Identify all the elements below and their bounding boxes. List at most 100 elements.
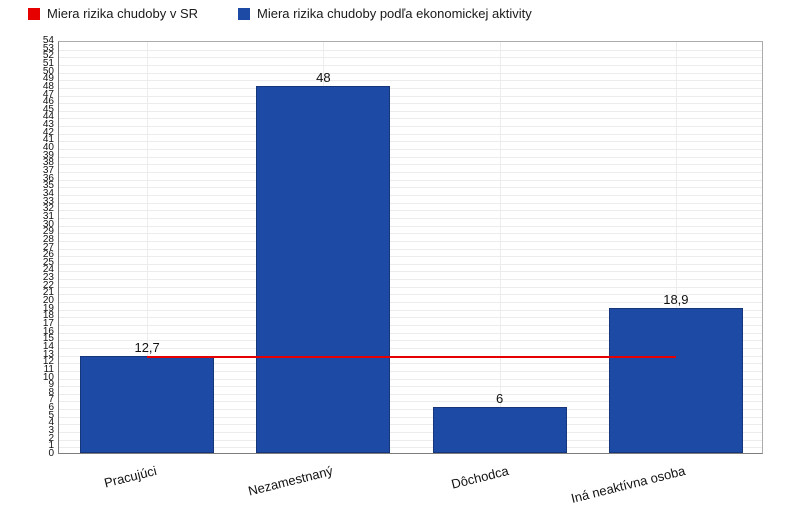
y-axis-tick-label: 9	[48, 379, 54, 391]
h-gridline	[59, 210, 762, 212]
y-axis-tick-label: 21	[42, 287, 54, 299]
h-gridline	[59, 309, 762, 311]
h-gridline	[59, 217, 762, 219]
y-axis-tick-label: 52	[42, 50, 54, 62]
h-gridline	[59, 95, 762, 97]
h-gridline	[59, 126, 762, 128]
h-gridline	[59, 378, 762, 380]
y-axis-tick-label: 27	[42, 241, 54, 253]
h-gridline	[59, 401, 762, 403]
h-gridline	[59, 72, 762, 74]
y-axis-tick-label: 16	[42, 325, 54, 337]
y-axis-tick-label: 54	[42, 35, 54, 46]
x-axis-label-1: Nezamestnaný	[246, 463, 335, 499]
h-gridline	[59, 286, 762, 288]
y-axis-tick-label: 42	[42, 126, 54, 138]
y-axis-tick-label: 20	[42, 295, 54, 307]
y-axis-tick-label: 23	[42, 272, 54, 284]
y-axis-tick-label: 30	[42, 218, 54, 230]
h-gridline	[59, 302, 762, 304]
y-axis-tick-label: 50	[42, 65, 54, 77]
y-axis-tick-label: 33	[42, 195, 54, 207]
bar-value-label-2: 6	[496, 391, 504, 407]
y-axis-tick-label: 24	[42, 264, 54, 276]
y-axis-tick-label: 41	[42, 134, 54, 146]
h-gridline	[59, 340, 762, 342]
legend-label-sr-line: Miera rizika chudoby v SR	[47, 6, 198, 21]
h-gridline	[59, 279, 762, 281]
y-axis-tick-label: 4	[48, 417, 54, 429]
v-gridline	[499, 42, 501, 453]
y-axis-tick-label: 3	[48, 425, 54, 437]
x-axis-label-2: Dôchodca	[449, 463, 511, 492]
y-axis-tick-label: 10	[42, 371, 54, 383]
h-gridline	[59, 256, 762, 258]
h-gridline	[59, 110, 762, 112]
h-gridline	[59, 141, 762, 143]
y-axis-tick-label: 22	[42, 279, 54, 291]
bar-value-label-3: 18,9	[663, 292, 689, 308]
h-gridline	[59, 409, 762, 411]
h-gridline	[59, 118, 762, 120]
h-gridline	[59, 324, 762, 326]
y-axis-tick-label: 45	[42, 103, 54, 115]
y-axis-tick-label: 12	[42, 356, 54, 368]
legend-item-sr-line: Miera rizika chudoby v SR	[28, 6, 198, 21]
y-axis-tick-label: 17	[42, 317, 54, 329]
v-gridline	[675, 42, 677, 453]
y-axis-tick-label: 28	[42, 233, 54, 245]
plot-area: 12,7 48 6 18,9	[58, 41, 763, 454]
y-axis-tick-label: 38	[42, 157, 54, 169]
h-gridline	[59, 447, 762, 449]
y-axis-tick-label: 47	[42, 88, 54, 100]
h-gridline	[59, 103, 762, 105]
legend-label-activity-bars: Miera rizika chudoby podľa ekonomickej a…	[257, 6, 532, 21]
h-gridline	[59, 87, 762, 89]
chart-legend: Miera rizika chudoby v SR Miera rizika c…	[28, 6, 532, 21]
h-gridline	[59, 424, 762, 426]
h-gridline	[59, 294, 762, 296]
y-axis-tick-label: 32	[42, 203, 54, 215]
y-axis-tick-label: 0	[48, 448, 54, 459]
h-gridline	[59, 240, 762, 242]
bar-0	[80, 355, 215, 453]
h-gridline	[59, 432, 762, 434]
h-gridline	[59, 49, 762, 51]
h-gridline	[59, 80, 762, 82]
bar-2	[432, 407, 567, 453]
y-axis-tick-label: 35	[42, 180, 54, 192]
bar-value-label-1: 48	[316, 69, 331, 85]
y-axis-tick-label: 44	[42, 111, 54, 123]
h-gridline	[59, 271, 762, 273]
x-axis-label-3: Iná neaktívna osoba	[569, 463, 687, 506]
y-axis-tick-label: 18	[42, 310, 54, 322]
y-axis-tick-label: 25	[42, 256, 54, 268]
legend-swatch-blue	[238, 7, 250, 20]
h-gridline	[59, 332, 762, 334]
h-gridline	[59, 194, 762, 196]
y-axis-tick-label: 53	[42, 42, 54, 54]
y-axis-tick-label: 43	[42, 119, 54, 131]
y-axis-tick-label: 48	[42, 80, 54, 92]
h-gridline	[59, 355, 762, 357]
y-axis-tick-label: 19	[42, 302, 54, 314]
h-gridline	[59, 57, 762, 59]
h-gridline	[59, 248, 762, 250]
y-axis-tick-label: 6	[48, 402, 54, 414]
y-axis-tick-label: 34	[42, 187, 54, 199]
h-gridline	[59, 164, 762, 166]
y-axis-tick-label: 36	[42, 172, 54, 184]
y-axis-tick-label: 26	[42, 249, 54, 261]
v-gridline	[147, 42, 149, 453]
y-axis-tick-label: 5	[48, 409, 54, 421]
y-axis-tick-label: 51	[42, 57, 54, 69]
h-gridline	[59, 202, 762, 204]
h-gridline	[59, 172, 762, 174]
y-axis-tick-label: 11	[43, 363, 54, 375]
h-gridline	[59, 386, 762, 388]
h-gridline	[59, 416, 762, 418]
y-axis-tick-label: 39	[42, 149, 54, 161]
legend-item-activity-bars: Miera rizika chudoby podľa ekonomickej a…	[238, 6, 532, 21]
h-gridline	[59, 133, 762, 135]
